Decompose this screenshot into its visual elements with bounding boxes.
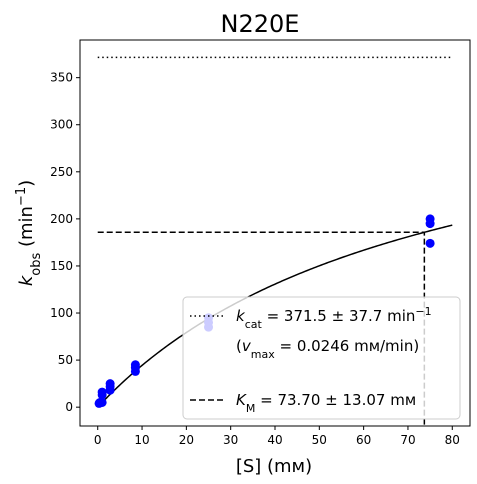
x-tick-label: 40 <box>267 433 282 447</box>
data-point <box>425 238 435 248</box>
y-axis-label: kobs (min−1) <box>14 180 44 286</box>
x-tick-label: 50 <box>312 433 327 447</box>
data-point <box>97 387 107 397</box>
legend: kcat = 371.5 ± 37.7 min−1 (vmax = 0.0246… <box>182 296 461 420</box>
y-tick-label: 300 <box>50 118 73 132</box>
x-tick-label: 80 <box>445 433 460 447</box>
x-axis-label: [S] (mм) <box>236 456 312 477</box>
y-tick-label: 50 <box>58 353 73 367</box>
y-tick-label: 250 <box>50 165 73 179</box>
data-point <box>425 214 435 224</box>
chart-title: N220E <box>221 10 300 38</box>
y-tick-label: 200 <box>50 212 73 226</box>
data-point <box>105 379 115 389</box>
y-axis-ticks: 0 50 100 150 200 250 300 350 <box>50 71 80 414</box>
legend-box <box>182 296 461 420</box>
y-tick-label: 150 <box>50 259 73 273</box>
legend-kcat-label: kcat = 371.5 ± 37.7 min−1 <box>236 305 432 331</box>
x-tick-label: 30 <box>223 433 238 447</box>
data-point <box>97 397 107 407</box>
legend-km-label: KM = 73.70 ± 13.07 mм <box>236 391 416 415</box>
y-tick-label: 350 <box>50 71 73 85</box>
x-tick-label: 20 <box>179 433 194 447</box>
x-tick-label: 60 <box>356 433 371 447</box>
x-axis-ticks: 0 10 20 30 40 50 60 70 80 <box>94 426 460 447</box>
y-tick-label: 100 <box>50 306 73 320</box>
legend-vmax-label: (vmax = 0.0246 mм/min) <box>236 337 419 361</box>
y-tick-label: 0 <box>65 400 73 414</box>
x-tick-label: 0 <box>94 433 102 447</box>
data-point <box>130 360 140 370</box>
x-tick-label: 10 <box>134 433 149 447</box>
x-tick-label: 70 <box>400 433 415 447</box>
fit-curve <box>97 224 453 408</box>
